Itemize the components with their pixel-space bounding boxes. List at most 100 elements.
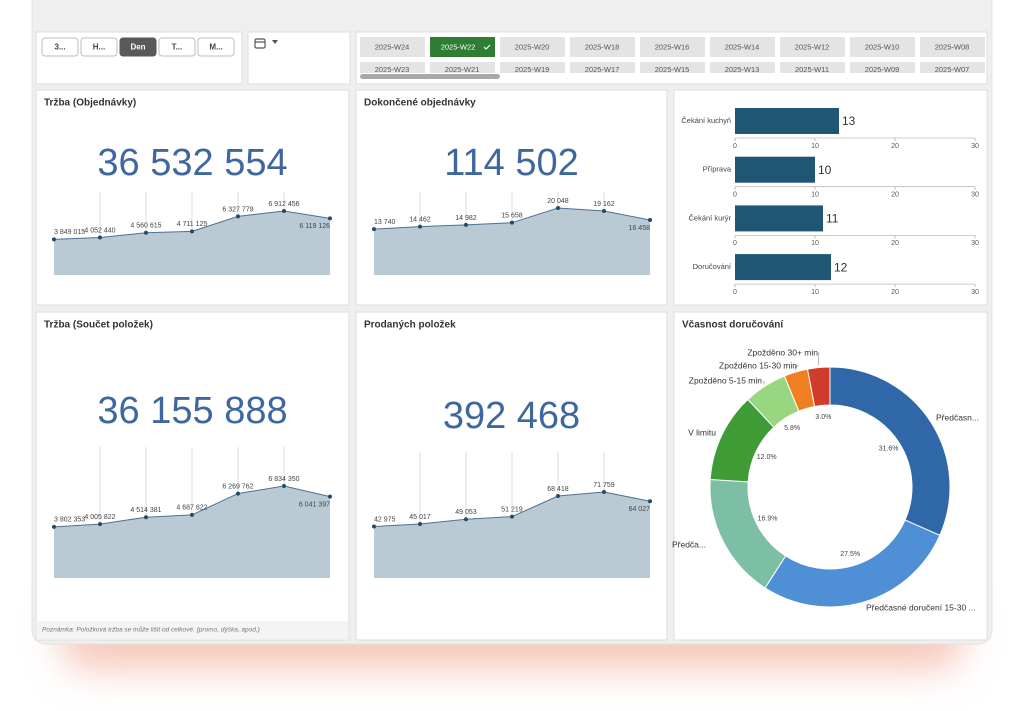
- data-label: 64 027: [629, 506, 651, 513]
- data-point: [190, 229, 194, 234]
- toggle-button[interactable]: [80, 37, 118, 57]
- panel-title: Včasnost doručování: [682, 320, 784, 331]
- week-tab[interactable]: [850, 62, 915, 73]
- slice-value-label: 27.5%: [840, 551, 860, 558]
- tick-label: 20: [891, 240, 899, 247]
- week-tab[interactable]: [780, 37, 845, 57]
- kpi-value: 36 532 554: [97, 142, 287, 184]
- leader-line: [818, 352, 820, 366]
- data-label: 19 162: [593, 201, 615, 208]
- data-point: [144, 515, 148, 520]
- week-tab-label: 2025-W19: [515, 65, 550, 74]
- data-point: [236, 214, 240, 219]
- week-tab[interactable]: [710, 62, 775, 73]
- week-tab[interactable]: [430, 62, 495, 73]
- data-point: [510, 514, 514, 519]
- data-point: [418, 522, 422, 527]
- data-point: [372, 227, 376, 232]
- tick-label: 0: [733, 289, 737, 296]
- data-label: 3 849 015: [54, 229, 85, 236]
- week-tab[interactable]: [500, 62, 565, 73]
- week-tab-label: 2025-W23: [375, 65, 410, 74]
- slice-category-label: Předčasn...: [936, 412, 979, 422]
- week-tab-label: 2025-W24: [375, 42, 410, 51]
- data-label: 15 658: [501, 213, 523, 220]
- data-label: 49 053: [455, 509, 477, 516]
- week-tab[interactable]: [920, 37, 985, 57]
- week-tab[interactable]: [360, 62, 425, 73]
- data-point: [282, 209, 286, 213]
- category-label: Příprava: [703, 165, 732, 174]
- data-label: 14 462: [409, 217, 431, 224]
- toggle-button-label: T...: [172, 43, 183, 52]
- slice-category-label: Předčasné doručení 15-30 ...: [866, 602, 976, 612]
- week-tab-label: 2025-W09: [865, 65, 900, 74]
- week-tab[interactable]: [500, 37, 565, 57]
- tick-label: 20: [891, 289, 899, 296]
- category-label: Čekání kuchyň: [681, 116, 731, 125]
- donut-slice: [806, 366, 831, 408]
- data-label: 14 982: [455, 215, 477, 222]
- data-point: [236, 491, 240, 496]
- week-tab-label: 2025-W07: [935, 65, 970, 74]
- toggle-button[interactable]: [119, 37, 157, 57]
- data-point: [52, 237, 56, 242]
- leader-line: [794, 365, 799, 371]
- week-tab[interactable]: [570, 62, 635, 73]
- week-tab[interactable]: [710, 37, 775, 57]
- calendar-icon: [254, 38, 278, 49]
- data-label: 6 327 779: [222, 206, 253, 213]
- data-label: 71 759: [593, 482, 615, 489]
- data-label: 4 052 440: [84, 227, 115, 234]
- donut-slice: [829, 366, 951, 537]
- date-picker[interactable]: [247, 31, 351, 85]
- week-tab[interactable]: [850, 37, 915, 57]
- slice-value-label: 5.8%: [784, 425, 800, 432]
- data-label: 6 119 126: [299, 223, 330, 230]
- slice-value-label: 16.9%: [758, 515, 778, 522]
- toggle-button-label: H...: [93, 43, 105, 52]
- tick-label: 30: [971, 289, 979, 296]
- data-label: 51 219: [501, 506, 523, 513]
- panel: [355, 311, 668, 641]
- area: [374, 492, 650, 578]
- data-label: 4 687 822: [176, 505, 207, 512]
- note: Poznámka: Položková tržba se může lišit …: [42, 626, 260, 634]
- toggle-button-label: M...: [209, 43, 222, 52]
- tick-label: 20: [891, 192, 899, 199]
- toggle-button[interactable]: [41, 37, 79, 57]
- tick-label: 10: [811, 240, 819, 247]
- scrollbar[interactable]: [360, 74, 500, 79]
- data-point: [510, 220, 514, 225]
- tick-label: 10: [811, 289, 819, 296]
- data-label: 4 560 615: [130, 223, 161, 230]
- week-tab-label: 2025-W20: [515, 42, 550, 51]
- week-tab-label: 2025-W22: [441, 42, 476, 51]
- data-label: 4 005 822: [84, 514, 115, 521]
- bar: [735, 108, 839, 134]
- week-tab[interactable]: [640, 62, 705, 73]
- data-label: 4 711 125: [177, 221, 208, 228]
- week-tab[interactable]: [640, 37, 705, 57]
- toggle-button[interactable]: [158, 37, 196, 57]
- slice-value-label: 3.0%: [815, 414, 831, 421]
- data-label: 6 269 762: [222, 483, 253, 490]
- week-tab[interactable]: [780, 62, 845, 73]
- slice-value-label: 31.6%: [879, 446, 899, 453]
- week-tab[interactable]: [920, 62, 985, 73]
- week-tab[interactable]: [430, 37, 495, 57]
- week-tab[interactable]: [570, 37, 635, 57]
- data-point: [190, 512, 194, 517]
- data-label: 6 912 456: [268, 201, 299, 208]
- slice-category-label: Zpožděno 5-15 min: [689, 375, 763, 385]
- toggle-button[interactable]: [197, 37, 235, 57]
- panel-title: Tržba (Součet položek): [44, 320, 153, 331]
- kpi-value: 392 468: [443, 395, 580, 437]
- week-tab[interactable]: [360, 37, 425, 57]
- data-point: [602, 208, 606, 213]
- tick-label: 10: [811, 143, 819, 150]
- panel: [35, 311, 350, 641]
- data-point: [282, 484, 286, 488]
- data-point: [556, 494, 560, 499]
